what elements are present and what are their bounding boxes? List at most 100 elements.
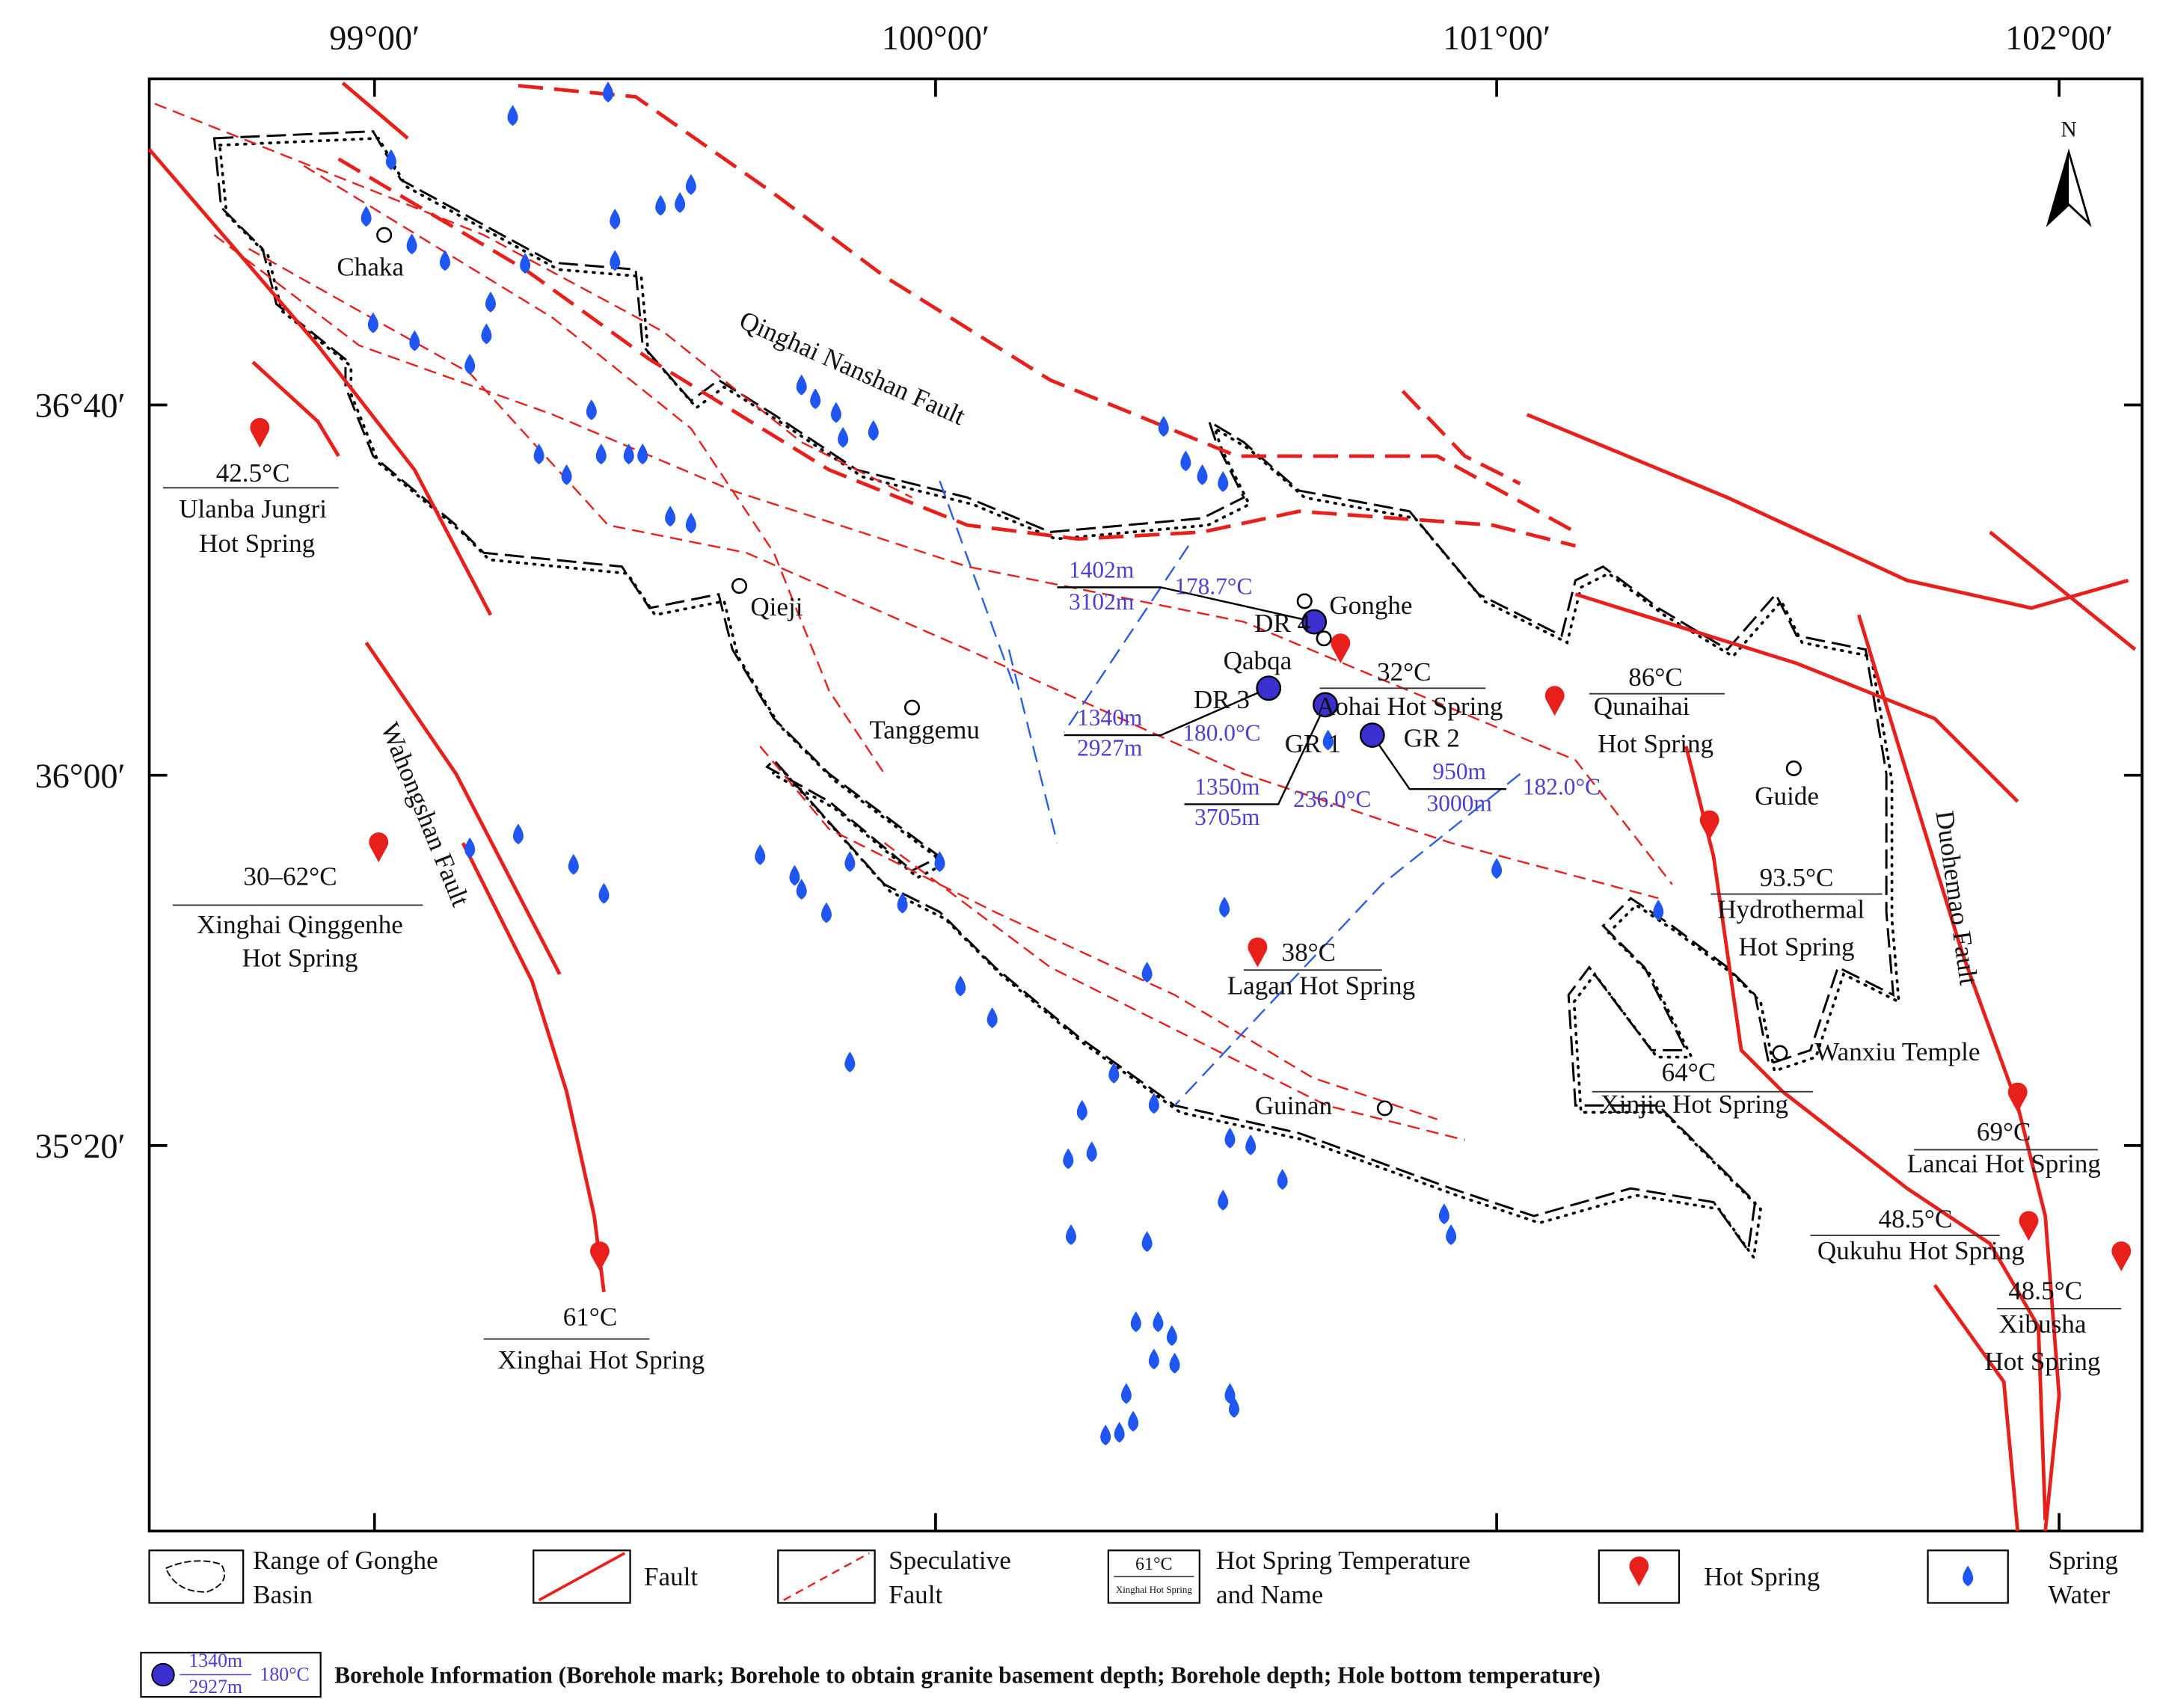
legend-fault [538,1552,626,1602]
spring-water [868,420,879,441]
spring-water [1169,1353,1180,1374]
legend-label: Hot Spring [1704,1562,1820,1591]
hot-spring-name: Xinjie Hot Spring [1601,1090,1789,1119]
hot-spring-temperature: 42.5°C [216,458,290,488]
spring-water [439,250,450,271]
spring-water [897,892,908,914]
hot-spring-name: Hydrothermal [1717,895,1865,924]
spring-water [586,399,597,420]
place-label: Gonghe [1329,591,1412,620]
spring-water [595,443,607,464]
spring-water [1063,1148,1074,1170]
legend-sample-temperature: 180°C [260,1663,309,1685]
spring-water [1065,1224,1076,1245]
spring-water [844,851,856,873]
legend-label: Water [2048,1580,2110,1609]
town [903,699,921,716]
hot-spring-temperature: 32°C [1377,657,1432,686]
hot-spring-name: Hot Spring [1598,729,1713,758]
spring-water [603,82,613,102]
spring-water [1148,1093,1159,1114]
hot-spring [250,417,270,448]
spring-water [675,191,686,213]
hot-spring [589,1241,610,1272]
spring-water [464,837,476,858]
fault [1574,592,2019,803]
place-label: Guinan [1255,1091,1333,1120]
profile-line [1063,545,1190,734]
place-label: Tanggemu [869,715,980,744]
spring-water [385,149,396,171]
hot-spring [1331,633,1351,664]
hot-spring [369,832,389,863]
spring-water [409,330,420,351]
spring-water [623,443,634,464]
hot-spring-name: Hot Spring [242,943,358,972]
fault [1684,746,2048,1520]
hot-spring-temperature: 48.5°C [1879,1205,1953,1234]
legend-basin [165,1560,225,1593]
spring-water [1218,1189,1229,1211]
town [1296,593,1313,609]
spring-water [507,105,518,126]
spring-water [485,291,496,313]
borehole-basement-depth: 1402m [1069,556,1134,583]
spring-water [464,354,476,375]
borehole-id: GR 2 [1404,724,1460,753]
spring-water [820,902,832,924]
spring-water [810,388,821,410]
town [1772,1045,1788,1061]
latitude-label: 35°20′ [35,1127,126,1165]
hot-spring-temperature: 93.5°C [1760,863,1834,892]
north-label: N [2061,117,2076,141]
hot-spring-temperature: 69°C [1977,1117,2031,1146]
speculative-fault [248,248,1659,900]
borehole-leader [1371,734,1507,790]
fault [341,82,409,140]
fault [1526,413,2129,610]
spring-water [796,879,807,900]
spring-water [367,312,378,334]
town [1316,630,1332,647]
spring-water [934,851,945,873]
borehole-leader [1057,586,1315,623]
spring-water [830,402,841,423]
spring-water [1224,1127,1236,1149]
legend-sample-temperature: 61°C [1135,1555,1173,1574]
spring-water [1153,1311,1164,1333]
borehole-temperature: 180.0°C [1182,719,1260,746]
hot-spring-temperature: 64°C [1662,1058,1716,1087]
spring-water [1076,1099,1087,1121]
profile-line [1007,649,1058,844]
hot-spring-name: Aohai Hot Spring [1316,692,1503,721]
place-label: Wanxiu Temple [1814,1037,1980,1066]
borehole-leader [1184,704,1327,805]
longitude-label: 102°00′ [2005,19,2113,57]
legend-speculative-fault [783,1552,870,1601]
hot-spring-name: Xinghai Qinggenhe [197,910,403,939]
borehole [1301,609,1328,635]
legend-spring-water [1963,1565,1974,1587]
borehole-id: DR 4 [1254,609,1310,638]
spring-water [1224,1383,1236,1404]
fault [147,148,493,616]
spring-water [789,864,800,886]
hot-spring-temperature: 86°C [1628,663,1683,692]
spring-water [637,443,648,464]
spring-water [838,427,849,448]
spring-water [1180,450,1191,472]
legend-box [148,1549,245,1604]
hot-spring-name: Ulanba Jungri [179,494,327,523]
hot-spring-name: Hot Spring [1984,1347,2100,1376]
fault [364,641,562,975]
spring-water [360,206,372,227]
speculative-fault [759,746,1438,1120]
hot-spring-name: Xinghai Hot Spring [497,1345,705,1374]
spring-water [1322,729,1334,751]
legend-hot-spring [1629,1556,1649,1587]
borehole-depth: 3102m [1069,589,1134,615]
speculative-fault [154,102,913,499]
hot-spring-temperature: 48.5°C [2008,1277,2082,1306]
